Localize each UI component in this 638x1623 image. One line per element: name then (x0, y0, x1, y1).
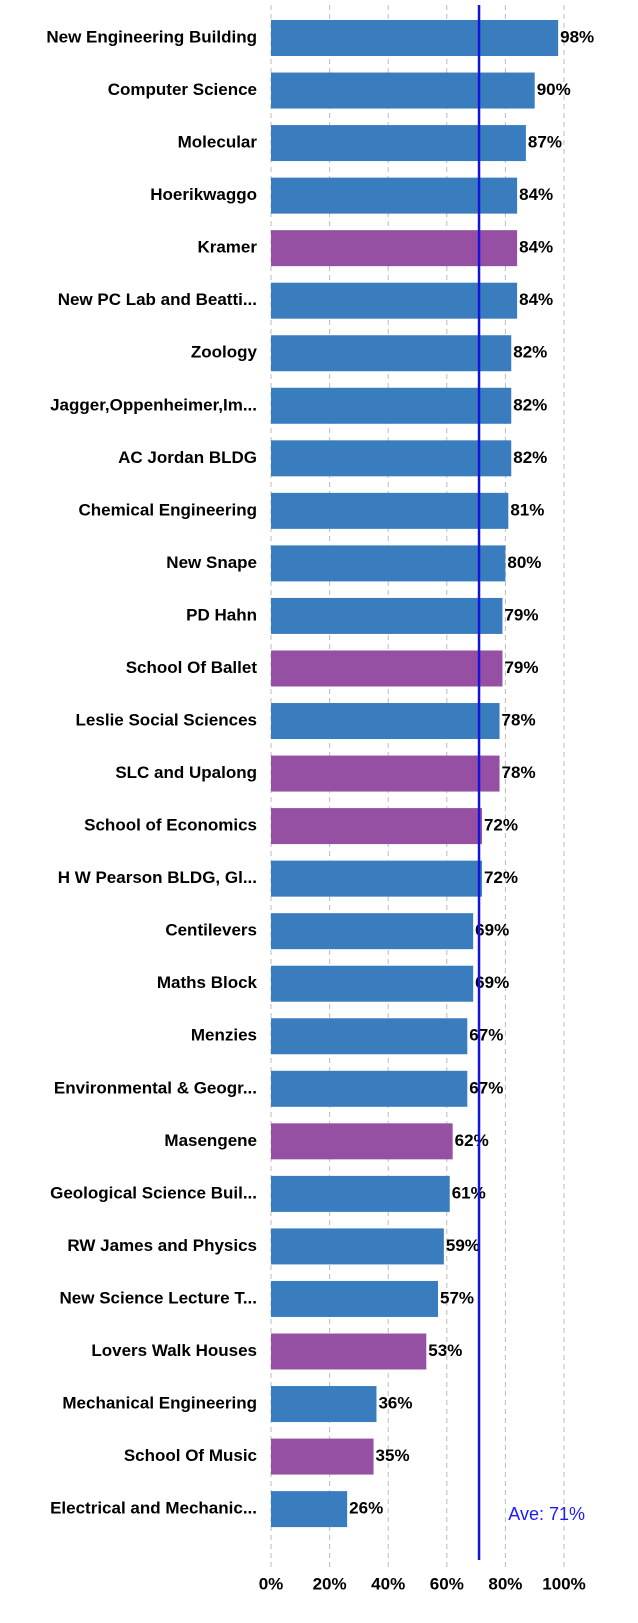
y-tick-label: New Snape (166, 553, 257, 572)
bar (271, 20, 559, 56)
average-label: Ave: 71% (508, 1504, 585, 1524)
y-tick-label: H W Pearson BLDG, Gl... (58, 868, 257, 887)
y-tick-label: Menzies (191, 1026, 257, 1045)
bar (271, 125, 526, 162)
bar (271, 913, 474, 950)
bar (271, 1386, 377, 1423)
value-label: 57% (440, 1288, 474, 1307)
bar (271, 1070, 468, 1107)
value-label: 67% (469, 1078, 503, 1097)
value-label: 53% (428, 1341, 462, 1360)
value-label: 67% (469, 1026, 503, 1045)
y-tick-label: Kramer (197, 238, 257, 257)
bar (271, 1280, 439, 1317)
bar (271, 492, 509, 529)
value-label: 80% (507, 553, 541, 572)
y-tick-label: PD Hahn (186, 605, 257, 624)
value-label: 82% (513, 343, 547, 362)
y-tick-label: Maths Block (157, 973, 258, 992)
y-tick-label: Hoerikwaggo (150, 185, 257, 204)
bar (271, 808, 482, 845)
value-label: 36% (378, 1394, 412, 1413)
y-tick-label: Molecular (178, 133, 258, 152)
bar (271, 440, 512, 477)
value-label: 82% (513, 395, 547, 414)
bar (271, 545, 506, 582)
bar (271, 1438, 374, 1475)
bar (271, 335, 512, 372)
value-label: 26% (349, 1499, 383, 1518)
value-label: 78% (502, 763, 536, 782)
bar (271, 755, 500, 792)
y-tick-label: Electrical and Mechanic... (50, 1499, 257, 1518)
x-tick-label: 20% (313, 1574, 347, 1593)
y-tick-label: School Of Ballet (126, 658, 258, 677)
bar (271, 1018, 468, 1055)
bar (271, 1333, 427, 1370)
y-tick-label: Leslie Social Sciences (76, 711, 257, 730)
y-tick-label: Jagger,Oppenheimer,Im... (50, 395, 257, 414)
x-tick-label: 60% (430, 1574, 464, 1593)
value-label: 72% (484, 816, 518, 835)
value-label: 59% (446, 1236, 480, 1255)
value-label: 78% (502, 711, 536, 730)
y-tick-label: Zoology (191, 343, 258, 362)
y-tick-label: RW James and Physics (67, 1236, 257, 1255)
y-tick-label: School Of Music (124, 1446, 257, 1465)
bar (271, 1123, 453, 1160)
value-label: 98% (560, 27, 594, 46)
value-label: 82% (513, 448, 547, 467)
bar (271, 282, 518, 319)
bar (271, 965, 474, 1002)
y-tick-label: Mechanical Engineering (62, 1394, 257, 1413)
value-label: 69% (475, 921, 509, 940)
value-label: 84% (519, 185, 553, 204)
y-tick-label: New PC Lab and Beatti... (58, 290, 257, 309)
value-label: 84% (519, 290, 553, 309)
y-tick-label: AC Jordan BLDG (118, 448, 257, 467)
y-tick-label: Lovers Walk Houses (91, 1341, 257, 1360)
x-tick-label: 0% (259, 1574, 284, 1593)
bar (271, 597, 503, 634)
bar (271, 1491, 348, 1528)
bar (271, 703, 500, 740)
y-tick-label: Masengene (164, 1131, 257, 1150)
value-label: 81% (510, 500, 544, 519)
y-tick-label: SLC and Upalong (115, 763, 257, 782)
x-tick-label: 100% (542, 1574, 585, 1593)
bar (271, 650, 503, 687)
y-tick-label: Geological Science Buil... (50, 1183, 257, 1202)
bar (271, 177, 518, 214)
y-tick-label: Environmental & Geogr... (54, 1078, 257, 1097)
bar (271, 1228, 444, 1265)
y-tick-label: New Science Lecture T... (60, 1288, 257, 1307)
y-tick-label: Computer Science (108, 80, 257, 99)
value-label: 84% (519, 238, 553, 257)
bar (271, 230, 518, 267)
value-label: 87% (528, 133, 562, 152)
value-label: 61% (452, 1183, 486, 1202)
value-label: 90% (537, 80, 571, 99)
value-label: 79% (504, 658, 538, 677)
bar (271, 860, 482, 897)
value-label: 62% (455, 1131, 489, 1150)
x-tick-label: 40% (371, 1574, 405, 1593)
bar (271, 387, 512, 424)
bar (271, 72, 535, 109)
y-tick-label: School of Economics (84, 816, 257, 835)
y-tick-label: Chemical Engineering (78, 500, 257, 519)
bar (271, 1175, 450, 1212)
value-label: 72% (484, 868, 518, 887)
value-label: 79% (504, 605, 538, 624)
y-tick-label: Centilevers (165, 921, 257, 940)
value-label: 35% (376, 1446, 410, 1465)
value-label: 69% (475, 973, 509, 992)
y-tick-label: New Engineering Building (46, 27, 257, 46)
x-tick-label: 80% (488, 1574, 522, 1593)
